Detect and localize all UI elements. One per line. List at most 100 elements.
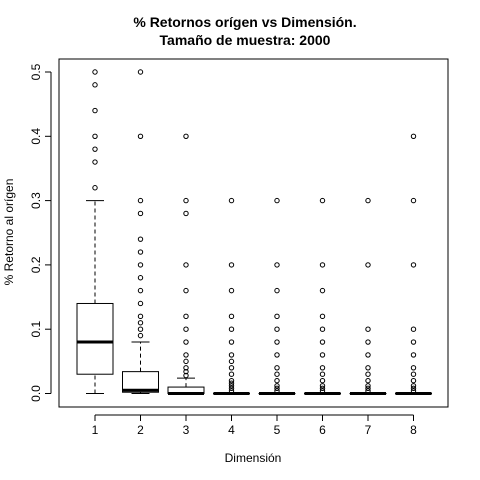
outlier-point — [366, 340, 370, 344]
outlier-point — [366, 372, 370, 376]
outlier-point — [184, 198, 188, 202]
boxes — [77, 70, 432, 394]
outlier-point — [229, 288, 233, 292]
outlier-point — [275, 288, 279, 292]
outlier-point — [184, 340, 188, 344]
outlier-point — [275, 263, 279, 267]
outlier-point — [229, 366, 233, 370]
outlier-point — [411, 327, 415, 331]
outlier-point — [320, 314, 324, 318]
outlier-point — [411, 340, 415, 344]
outlier-point — [320, 340, 324, 344]
outlier-point — [366, 263, 370, 267]
box-group — [214, 198, 250, 393]
box-group — [123, 70, 159, 394]
outlier-point — [320, 263, 324, 267]
outlier-point — [93, 147, 97, 151]
outlier-point — [184, 359, 188, 363]
outlier-point — [275, 366, 279, 370]
outlier-point — [229, 327, 233, 331]
y-axis-label: % Retorno al orígen — [2, 179, 16, 286]
outlier-point — [138, 134, 142, 138]
outlier-point — [411, 378, 415, 382]
outlier-point — [138, 276, 142, 280]
x-tick-label: 2 — [137, 423, 144, 437]
box-iqr — [77, 303, 113, 374]
outlier-point — [366, 353, 370, 357]
outlier-point — [320, 327, 324, 331]
outlier-point — [320, 198, 324, 202]
outlier-point — [275, 372, 279, 376]
outlier-point — [366, 366, 370, 370]
x-tick-label: 6 — [319, 423, 326, 437]
outlier-point — [138, 333, 142, 337]
outlier-point — [184, 327, 188, 331]
outlier-point — [320, 353, 324, 357]
outlier-point — [411, 366, 415, 370]
outlier-point — [138, 301, 142, 305]
outlier-point — [411, 263, 415, 267]
outlier-point — [320, 366, 324, 370]
x-axis-label: Dimensión — [225, 451, 282, 465]
y-tick-label: 0.3 — [29, 192, 43, 209]
outlier-point — [229, 372, 233, 376]
box-group — [259, 198, 295, 393]
y-tick-label: 0.5 — [29, 63, 43, 80]
outlier-point — [229, 314, 233, 318]
outlier-point — [93, 83, 97, 87]
outlier-point — [138, 288, 142, 292]
outlier-point — [184, 288, 188, 292]
y-tick-label: 0.4 — [29, 128, 43, 145]
outlier-point — [229, 359, 233, 363]
outlier-point — [275, 340, 279, 344]
outlier-point — [366, 327, 370, 331]
outlier-point — [138, 250, 142, 254]
outlier-point — [229, 198, 233, 202]
y-tick-label: 0.1 — [29, 321, 43, 338]
chart-title-line1: % Retornos orígen vs Dimensión. — [133, 14, 356, 30]
outlier-point — [275, 314, 279, 318]
x-tick-label: 1 — [92, 423, 99, 437]
outlier-point — [184, 211, 188, 215]
box-group — [77, 70, 113, 394]
outlier-point — [366, 378, 370, 382]
outlier-point — [93, 160, 97, 164]
outlier-point — [275, 378, 279, 382]
box-group — [396, 134, 432, 394]
outlier-point — [138, 237, 142, 241]
outlier-point — [275, 327, 279, 331]
outlier-point — [138, 321, 142, 325]
outlier-point — [229, 353, 233, 357]
x-tick-label: 4 — [228, 423, 235, 437]
outlier-point — [320, 288, 324, 292]
outlier-point — [320, 372, 324, 376]
outlier-point — [138, 211, 142, 215]
outlier-point — [411, 198, 415, 202]
outlier-point — [138, 327, 142, 331]
outlier-point — [229, 263, 233, 267]
outlier-point — [138, 314, 142, 318]
outlier-point — [229, 340, 233, 344]
x-axis: 1 2 3 4 5 6 7 8 — [92, 415, 418, 437]
outlier-point — [366, 198, 370, 202]
chart-title-line2: Tamaño de muestra: 2000 — [160, 32, 331, 48]
x-tick-label: 3 — [183, 423, 190, 437]
box-group — [305, 198, 341, 393]
outlier-point — [275, 353, 279, 357]
outlier-point — [411, 134, 415, 138]
plot-frame — [59, 59, 448, 407]
outlier-point — [320, 378, 324, 382]
outlier-point — [184, 134, 188, 138]
outlier-point — [138, 70, 142, 74]
outlier-point — [411, 353, 415, 357]
outlier-point — [275, 198, 279, 202]
x-tick-label: 5 — [274, 423, 281, 437]
y-axis: 0.00.10.20.30.40.5 — [29, 63, 51, 402]
x-tick-label: 8 — [410, 423, 417, 437]
y-tick-label: 0.0 — [29, 385, 43, 402]
outlier-point — [184, 263, 188, 267]
outlier-point — [93, 108, 97, 112]
outlier-point — [411, 372, 415, 376]
outlier-point — [184, 353, 188, 357]
